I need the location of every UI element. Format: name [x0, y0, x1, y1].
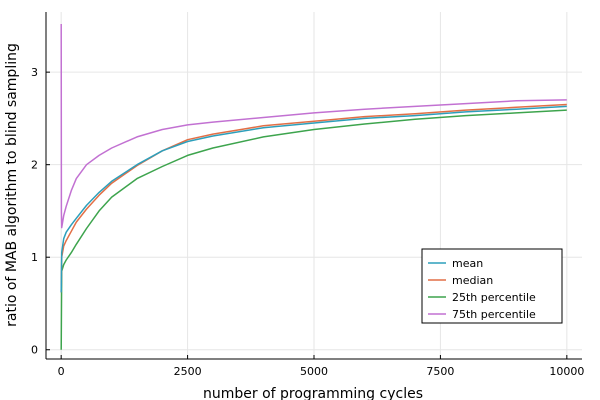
series-line-25th-percentile: [60, 109, 567, 350]
y-tick-label: 3: [31, 66, 38, 79]
axes: [45, 12, 582, 360]
y-tick-label: 1: [31, 251, 38, 264]
x-axis-title: number of programming cycles: [203, 386, 423, 400]
x-tick-label: 0: [58, 365, 65, 378]
y-tick-label: 2: [31, 159, 38, 172]
series-line-75th-percentile: [60, 23, 567, 229]
tick-labels: 0 2500 5000 7500 10000 0 1 2 3: [31, 66, 584, 378]
legend: mean median 25th percentile 75th percentile: [421, 248, 563, 324]
x-tick-label: 5000: [300, 365, 328, 378]
x-tick-label: 10000: [549, 365, 584, 378]
legend-label-75th-percentile: 75th percentile: [452, 308, 536, 321]
x-tick-label: 7500: [426, 365, 454, 378]
plot-series: [60, 23, 567, 350]
x-tick-label: 2500: [174, 365, 202, 378]
legend-label-mean: mean: [452, 257, 483, 270]
legend-label-median: median: [452, 274, 493, 287]
series-line-mean: [60, 105, 567, 293]
legend-label-25th-percentile: 25th percentile: [452, 291, 536, 304]
y-axis-title: ratio of MAB algorithm to blind sampling: [4, 43, 20, 327]
grid: [46, 12, 582, 359]
y-tick-label: 0: [31, 344, 38, 357]
legend-box: [421, 248, 563, 324]
